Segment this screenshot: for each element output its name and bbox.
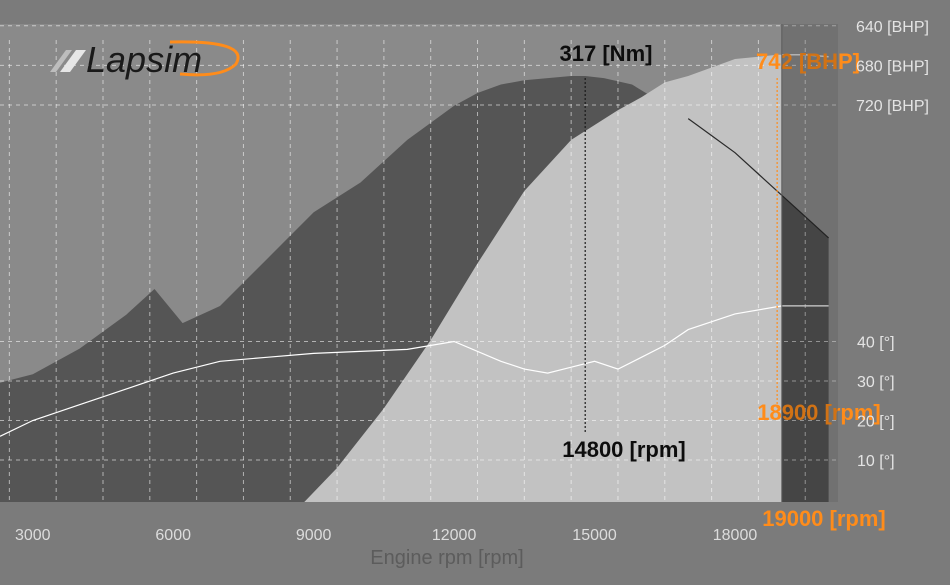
power-extension-line [781,53,829,58]
power-axis-tick-label: 640 [BHP] [856,19,929,36]
logo-swoosh-icon [169,40,240,77]
power-axis-tick-label: 720 [BHP] [856,98,929,115]
angle-axis-tick-label: 40 [°] [857,335,895,352]
line-layer [0,53,830,437]
power-peak-value-label: 742 [BHP] [756,49,860,74]
angle-line [0,305,829,437]
power-peak-rpm-label: 18900 [rpm] [757,400,881,425]
torque-peak-rpm-label: 14800 [rpm] [562,437,686,462]
x-tick-label: 18000 [713,527,758,544]
angle-axis-tick-label: 20 [°] [857,414,895,431]
x-axis-label: Engine rpm [rpm] [370,547,523,569]
x-tick-label: 12000 [432,527,477,544]
logo: Lapsim [50,39,240,80]
x-tick-label: 9000 [296,527,332,544]
torque-peak-value-label: 317 [Nm] [560,41,653,66]
torque-extension-line [687,118,830,239]
angle-axis-tick-label: 10 [°] [857,453,895,470]
power-area [304,54,782,502]
x-tick-label: 15000 [572,527,617,544]
axis-label-layer: 300060009000120001500018000520 [BHP]560 … [15,19,929,544]
grid-layer [0,25,838,502]
power-axis-tick-label: 680 [BHP] [856,58,929,75]
rpm-limit-label: 19000 [rpm] [762,506,886,531]
annotation-layer: 317 [Nm] 14800 [rpm] 742 [BHP] 18900 [rpm] 1… [560,24,886,531]
rpm-limit-region [781,24,838,502]
series-layer [0,54,829,502]
angle-axis-tick-label: 30 [°] [857,374,895,391]
x-tick-label: 3000 [15,527,51,544]
x-tick-label: 6000 [155,527,191,544]
logo-flag-icon [60,50,86,72]
logo-flag-stripe-icon [50,50,72,72]
